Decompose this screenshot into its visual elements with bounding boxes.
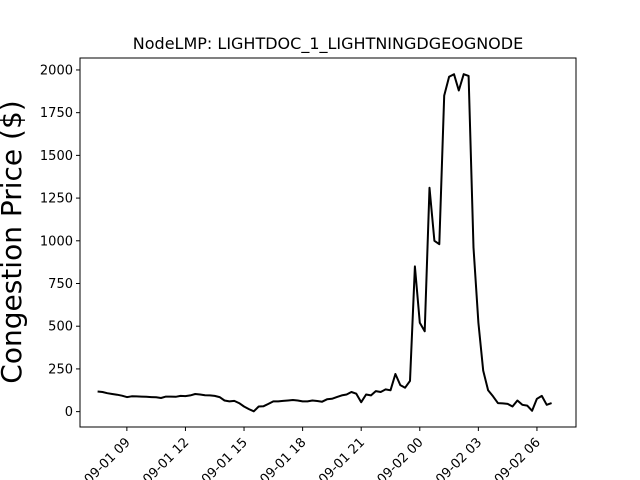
y-tick-label: 1750	[40, 106, 73, 121]
y-axis-label: Congestion Price ($)	[0, 100, 28, 383]
x-tick-label: 09-01 21	[316, 435, 368, 480]
x-tick-label: 09-02 06	[492, 435, 544, 480]
x-tick-label: 09-02 03	[433, 435, 485, 480]
x-tick-label: 09-01 18	[258, 435, 310, 480]
x-tick-label: 09-02 00	[375, 435, 427, 480]
y-tick-label: 500	[48, 320, 73, 335]
chart-title: NodeLMP: LIGHTDOC_1_LIGHTNINGDGEOGNODE	[133, 34, 523, 54]
y-tick-label: 1500	[40, 149, 73, 164]
y-tick-label: 1250	[40, 192, 73, 207]
plot-frame	[79, 57, 577, 428]
y-tick-label: 2000	[40, 63, 73, 78]
y-tick-label: 750	[48, 277, 73, 292]
x-tick-label: 09-01 12	[140, 435, 192, 480]
y-tick-label: 1000	[40, 234, 73, 249]
x-tick-label: 09-01 09	[82, 435, 134, 480]
series-line	[97, 73, 552, 413]
y-tick-label: 0	[65, 405, 73, 420]
y-tick-label: 250	[48, 362, 73, 377]
x-tick-label: 09-01 15	[199, 435, 251, 480]
